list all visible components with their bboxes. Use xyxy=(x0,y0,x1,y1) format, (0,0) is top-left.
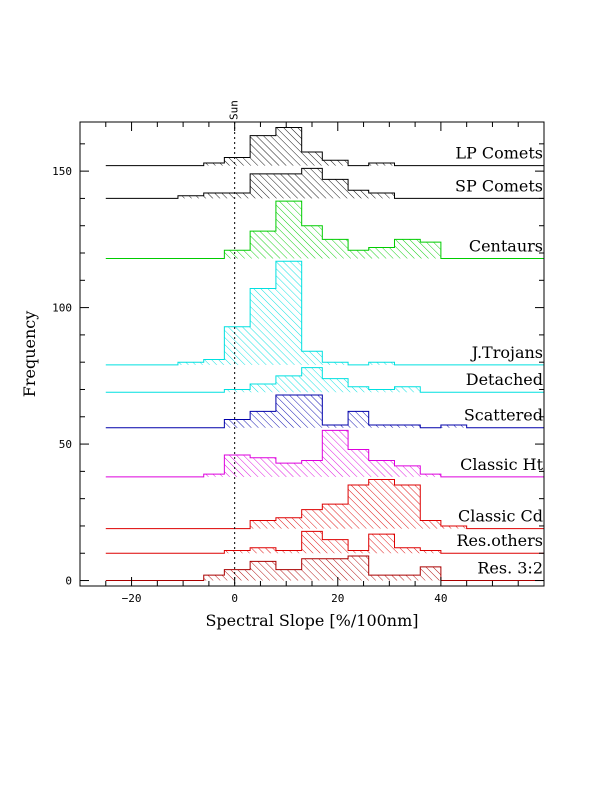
histogram-outline-detached xyxy=(105,367,544,393)
histogram-fill-detached xyxy=(105,367,545,393)
x-tick-label: 0 xyxy=(231,592,238,605)
histogram-outline-res-others xyxy=(105,530,544,554)
x-tick-label: 20 xyxy=(331,592,344,605)
y-tick-label: 50 xyxy=(59,438,72,451)
histogram-outline-classic-ht xyxy=(105,429,544,478)
series-label-classic-ht: Classic Ht xyxy=(460,455,543,474)
series-label-scattered: Scattered xyxy=(464,406,543,425)
histogram-fill-centaurs xyxy=(105,201,545,259)
series-label-centaurs: Centaurs xyxy=(469,236,543,255)
histogram-outline-res-3-2 xyxy=(105,555,544,582)
histogram-outline-scattered xyxy=(105,394,544,429)
series-label-j-trojans: J.Trojans xyxy=(470,343,543,362)
y-axis-label: Frequency xyxy=(20,311,39,398)
y-tick-label: 150 xyxy=(52,165,72,178)
series-label-detached: Detached xyxy=(466,370,543,389)
series-label-res-3-2: Res. 3:2 xyxy=(477,559,543,578)
x-tick-label: 40 xyxy=(434,592,447,605)
histogram-outline-lp-comets xyxy=(105,126,544,167)
series-label-lp-comets: LP Comets xyxy=(455,144,543,163)
histogram-fill-classic-ht xyxy=(105,430,545,477)
histogram-outline-j-trojans xyxy=(105,260,544,366)
series-label-res-others: Res.others xyxy=(456,531,543,550)
y-tick-label: 100 xyxy=(52,302,72,315)
x-tick-label: −20 xyxy=(122,592,142,605)
histogram-outline-classic-cd xyxy=(105,479,544,530)
x-axis-label: Spectral Slope [%/100nm] xyxy=(205,611,418,630)
histogram-outline-sp-comets xyxy=(105,167,544,199)
sun-label: Sun xyxy=(228,100,241,120)
y-tick-label: 0 xyxy=(65,575,72,588)
histogram-fill-sp-comets xyxy=(105,168,545,199)
series-label-sp-comets: SP Comets xyxy=(455,176,543,195)
histogram-outline-centaurs xyxy=(105,200,544,259)
histogram-fill-res-others xyxy=(105,531,545,554)
histogram-fill-res-3-2 xyxy=(105,555,545,581)
series-label-classic-cd: Classic Cd xyxy=(458,507,543,526)
